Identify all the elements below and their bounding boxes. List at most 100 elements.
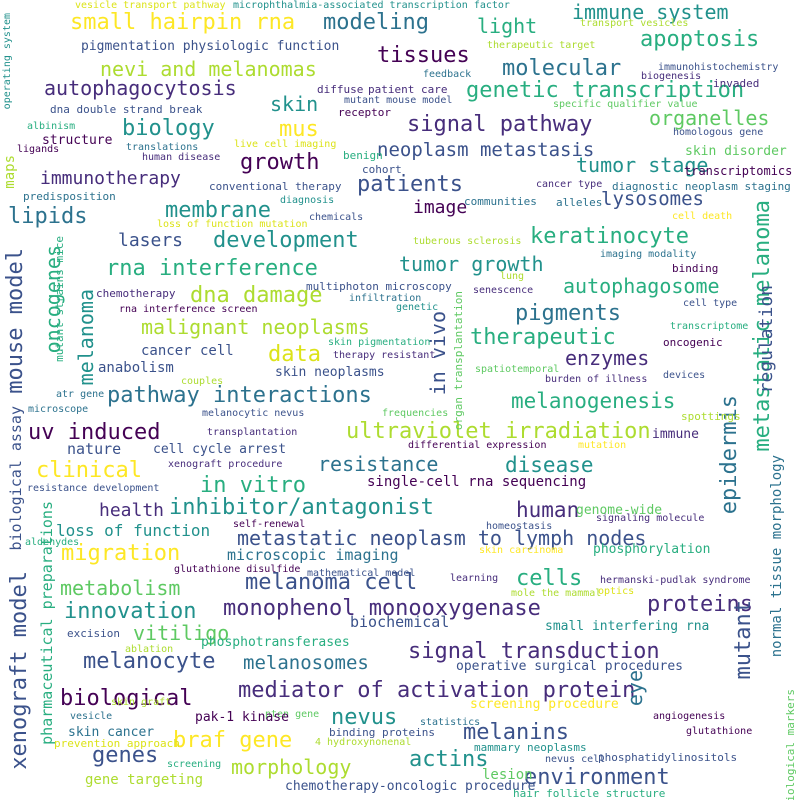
word: clinical: [36, 458, 142, 483]
word: predisposition: [23, 190, 116, 203]
word: mathematical model: [307, 568, 416, 579]
word: in vitro: [200, 473, 306, 498]
word: image: [413, 197, 468, 218]
word: pathway interactions: [107, 383, 372, 408]
word: cohort: [362, 163, 402, 176]
word: braf gene: [173, 728, 293, 753]
word: data: [268, 342, 321, 367]
word: glutathione disulfide: [174, 564, 301, 575]
word: phosphorylation: [593, 542, 711, 557]
word: biological: [60, 686, 193, 711]
word: live cell imaging: [234, 139, 337, 150]
word: skin pigmentation: [328, 337, 431, 348]
word: biological assay: [7, 406, 25, 551]
word: human disease: [142, 152, 221, 163]
word: spatiotemporal: [475, 364, 560, 375]
word: signal transduction: [408, 639, 660, 664]
word: diffuse: [317, 83, 364, 96]
word: phosphatidylinositols: [598, 751, 738, 764]
word: ligands: [17, 144, 60, 155]
word: melanosomes: [243, 652, 369, 674]
word: mutant mouse model: [344, 95, 453, 106]
word: tissues: [377, 43, 470, 68]
word: skin disorder: [685, 144, 787, 159]
word: keratinocyte: [530, 224, 689, 249]
word: genome-wide: [576, 503, 663, 518]
word: morphology: [231, 755, 352, 779]
word: eye: [623, 670, 647, 707]
word: transplantation: [207, 427, 298, 438]
word: normal tissue morphology: [769, 455, 785, 658]
word: melanocyte: [83, 649, 216, 674]
word: tumor stage: [576, 153, 709, 177]
word: molecular: [502, 56, 622, 81]
word: skin cancer: [68, 725, 155, 740]
word: organ transplantation: [452, 291, 465, 431]
word: alleles: [556, 196, 603, 209]
word: nevi and melanomas: [100, 57, 317, 81]
word: disease: [505, 453, 594, 477]
word: membrane: [165, 198, 271, 223]
word: genetic: [396, 302, 439, 313]
word: translations: [126, 142, 199, 153]
word: receptor: [338, 106, 391, 119]
word: development: [213, 228, 359, 253]
word: imaging modality: [600, 249, 697, 260]
word: benign: [343, 149, 383, 162]
word: glutathione: [686, 726, 753, 737]
word: ablation: [125, 644, 174, 655]
word: dna damage: [190, 283, 323, 308]
word: binding: [672, 262, 719, 275]
word: signal pathway: [407, 112, 593, 137]
word: communities: [464, 195, 537, 208]
word: skin neoplasms: [275, 365, 385, 380]
word: health: [99, 500, 165, 521]
word: differential expression: [408, 440, 547, 451]
word: immune: [652, 427, 699, 442]
word: melanocytic nevus: [202, 408, 305, 419]
word: hermanski-pudlak syndrome: [600, 575, 751, 586]
word: mouse model: [3, 248, 28, 394]
word: aldehydes: [25, 537, 80, 548]
word: patients: [357, 172, 463, 197]
word: transcriptomics: [684, 164, 793, 178]
word: apoptosis: [640, 27, 760, 52]
word: lasers: [118, 230, 184, 251]
word: 4 hydroxynonenal: [315, 737, 412, 748]
word: modeling: [323, 10, 429, 35]
word: gene targeting: [85, 772, 204, 788]
word: pten gene: [265, 709, 320, 720]
word: pigments: [515, 301, 621, 326]
word: devices: [663, 370, 706, 381]
word: transport vesicles: [580, 18, 689, 29]
word: inhibitor/antagonist: [169, 495, 434, 520]
word: metastatic neoplasm to lymph nodes: [237, 526, 647, 550]
word: vesicle: [70, 711, 113, 722]
word: cell cycle arrest: [153, 442, 287, 457]
word: malignant neoplasms: [141, 315, 370, 339]
word: xenograft model: [7, 571, 32, 770]
word: resistance: [318, 452, 439, 476]
word: excision: [67, 627, 120, 640]
word: optics: [598, 586, 635, 597]
word: invaded: [713, 77, 760, 90]
word: operative surgical procedures: [456, 659, 683, 674]
word: innovation: [64, 599, 197, 624]
word: small hairpin rna: [70, 10, 296, 35]
word: homeostasis: [486, 521, 553, 532]
word: growth: [240, 150, 320, 175]
word: organelles: [649, 106, 770, 130]
word: senescence: [473, 285, 534, 296]
word: actins: [409, 747, 489, 772]
word: chemotherapy-oncologic procedure: [285, 779, 536, 794]
word: ultraviolet irradiation: [346, 419, 651, 444]
word: conventional therapy: [209, 180, 342, 193]
word: metabolism: [60, 576, 181, 600]
word: maps: [2, 155, 18, 189]
word: anabolism: [98, 360, 174, 376]
word: uv induced: [28, 420, 161, 445]
word: mutant strains mice: [53, 236, 66, 362]
word: atr gene: [56, 389, 105, 400]
word: cell death: [672, 211, 733, 222]
